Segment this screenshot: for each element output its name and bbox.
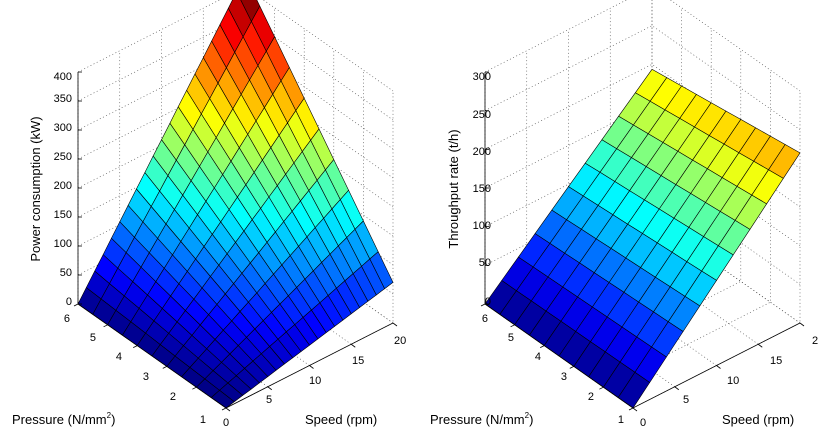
y-tick-mark [162,366,167,369]
throughput-x-tick: 5 [683,394,689,406]
power-x-tick: 5 [266,394,272,406]
y-axis-line [484,303,634,409]
y-tick-mark [103,324,108,328]
power-x-tick: 10 [309,375,321,387]
throughput-y-tick: 1 [618,414,624,426]
y-tick-mark [480,303,486,307]
x-tick-mark [799,322,805,327]
power-y-tick: 4 [116,351,122,363]
power-x-tick: 20 [394,335,406,347]
x-tick-mark [758,343,763,348]
x-tick-mark [674,386,679,391]
power-z-tick: 350 [54,93,72,105]
throughput-z-tick: 100 [473,220,491,232]
power-x-tick: 15 [352,355,364,367]
throughput-z-tick: 150 [473,183,491,195]
throughput-z-tick: 250 [473,109,491,121]
throughput-y-tick: 2 [588,391,594,403]
y-tick-mark [599,386,604,390]
power-axes [73,71,398,412]
throughput-x-tick: 2 [812,335,818,347]
throughput-z-tick: 50 [479,257,491,269]
y-tick-mark [192,386,197,390]
throughput-surface [484,69,801,409]
throughput-axes [480,71,805,412]
throughput-y-tick: 5 [508,332,514,344]
gridline [651,0,801,324]
power-y-ticks: 6 5 4 3 2 1 [64,313,206,426]
x-tick-mark [716,365,721,369]
power-z-tick: 250 [54,151,72,163]
x-tick-mark [392,322,398,327]
throughput-y-tick: 4 [535,351,541,363]
power-z-label: Power consumption (kW) [28,116,43,261]
throughput-x-tick: 15 [770,355,782,367]
power-z-tick: 100 [54,238,72,250]
power-y-label: Pressure (N/mm2) [12,411,115,427]
x-tick-mark [225,407,231,412]
throughput-z-ticks: 0 50 100 150 200 250 300 [473,71,491,308]
power-x-label: Speed (rpm) [305,412,377,427]
x-tick-mark [309,365,314,369]
throughput-x-label: Speed (rpm) [722,412,794,427]
power-z-tick: 0 [66,296,72,308]
gridline [484,0,801,92]
throughput-y-ticks: 6 5 4 3 2 1 [482,313,624,426]
power-z-tick: 200 [54,180,72,192]
x-tick-mark [632,407,638,412]
power-surface [77,0,394,409]
power-y-tick: 3 [143,371,149,383]
y-tick-mark [510,324,515,328]
power-plot: 0 50 100 150 200 250 300 350 400 6 5 4 3… [12,0,406,429]
y-tick-mark [628,407,634,411]
power-x-tick: 0 [223,417,229,429]
throughput-z-tick: 0 [485,296,491,308]
x-tick-mark [267,386,272,391]
power-z-ticks: 0 50 100 150 200 250 300 350 400 [54,71,72,308]
throughput-y-label: Pressure (N/mm2) [430,411,533,427]
y-tick-mark [73,303,79,307]
y-tick-mark [540,345,545,348]
power-y-tick: 6 [64,313,70,325]
throughput-x-ticks: 0 5 10 15 2 [640,335,818,429]
x-tick-mark [351,343,356,348]
power-z-tick: 50 [60,267,72,279]
throughput-z-label: Throughput rate (t/h) [446,129,461,248]
power-x-ticks: 0 5 10 15 20 [223,335,406,429]
y-tick-mark [569,366,574,369]
throughput-plot: 0 50 100 150 200 250 300 6 5 4 3 2 1 0 5… [430,0,818,429]
power-y-tick: 1 [200,414,206,426]
throughput-y-tick: 3 [561,371,567,383]
gridline [609,8,759,345]
y-tick-mark [221,407,227,411]
throughput-x-tick: 0 [640,417,646,429]
power-y-tick: 5 [90,332,96,344]
y-axis-line [77,303,227,409]
throughput-z-tick: 200 [473,146,491,158]
y-tick-mark [133,345,138,348]
power-z-tick: 150 [54,209,72,221]
throughput-x-tick: 10 [727,375,739,387]
power-z-tick: 300 [54,122,72,134]
throughput-z-tick: 300 [473,71,491,83]
power-z-tick: 400 [54,71,72,83]
throughput-y-tick: 6 [482,313,488,325]
power-y-tick: 2 [170,391,176,403]
